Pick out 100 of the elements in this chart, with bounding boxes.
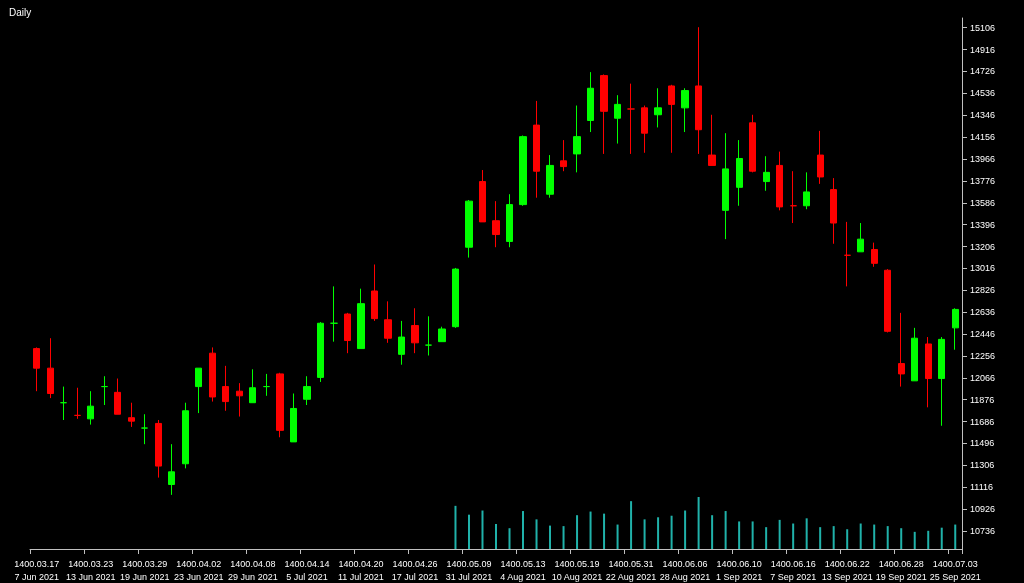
bar xyxy=(481,510,484,549)
bar xyxy=(765,527,768,549)
y-tick-label: 13206 xyxy=(970,241,996,252)
y-tick-label: 12826 xyxy=(970,285,996,296)
bar xyxy=(900,528,903,549)
x-tick-label: 1400.03.23 13 Jun 2021 xyxy=(66,558,116,582)
candlestick xyxy=(330,285,338,343)
candlestick xyxy=(276,372,284,438)
candlestick xyxy=(587,71,594,133)
y-tick-label: 12636 xyxy=(970,307,996,318)
candlestick xyxy=(371,263,378,322)
candlestick xyxy=(871,242,878,268)
candlestick xyxy=(695,26,702,155)
y-tick-label: 11496 xyxy=(970,438,995,449)
candlestick xyxy=(479,169,486,223)
candlestick xyxy=(222,365,229,412)
y-tick-label: 14536 xyxy=(970,88,996,99)
bar xyxy=(670,515,673,549)
y-tick-label: 12066 xyxy=(970,372,996,383)
x-tick-label: 1400.03.29 19 Jun 2021 xyxy=(120,558,170,582)
candlestick xyxy=(141,413,148,445)
candlestick xyxy=(195,367,202,414)
candlestick xyxy=(654,87,662,128)
candlestick xyxy=(155,419,162,479)
candlestick xyxy=(60,386,67,421)
bar xyxy=(562,526,565,549)
bar xyxy=(940,527,943,549)
candlestick xyxy=(952,307,959,351)
candlestick xyxy=(573,105,581,173)
candlestick xyxy=(641,105,648,154)
candlestick xyxy=(33,346,40,392)
y-tick-label: 13586 xyxy=(970,197,996,208)
candlestick xyxy=(533,100,540,199)
candlestick xyxy=(290,393,297,443)
bar xyxy=(603,513,606,549)
candlestick xyxy=(114,378,121,415)
x-tick-label: 1400.04.14 5 Jul 2021 xyxy=(284,558,330,582)
bar xyxy=(657,517,660,549)
candlestick xyxy=(452,267,459,329)
candlestick xyxy=(938,336,945,427)
y-tick-label: 14156 xyxy=(970,132,996,143)
candlestick xyxy=(857,222,864,253)
candlestick xyxy=(803,171,810,210)
bar xyxy=(859,523,862,549)
candlestick xyxy=(209,346,216,403)
candlestick xyxy=(168,443,175,496)
x-tick-label: 1400.05.31 22 Aug 2021 xyxy=(605,558,657,582)
bar xyxy=(549,525,552,549)
bar xyxy=(467,514,470,549)
candlestick xyxy=(736,139,743,207)
y-tick-label: 10736 xyxy=(970,526,996,537)
y-tick-label: 13966 xyxy=(970,153,996,164)
bar xyxy=(778,519,781,549)
candlestick xyxy=(492,200,500,248)
candlestick xyxy=(884,268,891,333)
candlestick xyxy=(128,402,135,428)
bar xyxy=(886,526,889,549)
x-tick-label: 1400.03.17 7 Jun 2021 xyxy=(14,558,60,582)
bar xyxy=(576,515,579,549)
candlestick xyxy=(627,83,635,155)
y-tick-label: 13776 xyxy=(970,175,996,186)
x-tick-label: 1400.04.20 11 Jul 2021 xyxy=(337,558,384,582)
y-tick-label: 14916 xyxy=(970,44,996,55)
bar xyxy=(643,519,646,549)
bar xyxy=(522,511,525,549)
x-tick-label: 1400.05.19 10 Aug 2021 xyxy=(551,558,603,582)
bar xyxy=(954,524,957,549)
y-tick-label: 14726 xyxy=(970,66,996,77)
bar xyxy=(697,497,700,549)
candlestick xyxy=(830,177,837,245)
x-tick-label: 1400.05.09 31 Jul 2021 xyxy=(445,558,493,582)
y-tick-label: 12446 xyxy=(970,329,996,340)
candlestick xyxy=(600,73,608,155)
candlestick xyxy=(47,337,54,399)
chart-title: Daily xyxy=(9,6,32,18)
x-tick-label: 1400.06.06 28 Aug 2021 xyxy=(659,558,711,582)
x-tick-label: 1400.04.08 29 Jun 2021 xyxy=(228,558,278,582)
bar xyxy=(454,505,457,549)
y-tick-label: 15106 xyxy=(970,22,996,33)
x-tick-label: 1400.06.10 1 Sep 2021 xyxy=(716,558,763,582)
candlestick xyxy=(560,139,567,172)
candlestick xyxy=(236,382,243,418)
bar xyxy=(846,529,849,549)
candlestick xyxy=(763,155,770,192)
candlestick xyxy=(438,326,446,343)
bar xyxy=(589,511,592,549)
y-tick-label: 13396 xyxy=(970,219,996,230)
bar xyxy=(792,523,795,549)
bar xyxy=(711,515,714,549)
bar xyxy=(832,526,835,549)
candlestick xyxy=(668,84,675,154)
candlestick xyxy=(708,114,716,166)
candlestick xyxy=(681,87,689,133)
bar xyxy=(508,528,511,549)
bar xyxy=(724,511,727,549)
y-tick-label: 11876 xyxy=(970,394,995,405)
candlestick xyxy=(614,94,621,145)
y-tick-label: 12256 xyxy=(970,350,996,361)
bar xyxy=(616,524,619,549)
candlestick xyxy=(87,390,94,426)
